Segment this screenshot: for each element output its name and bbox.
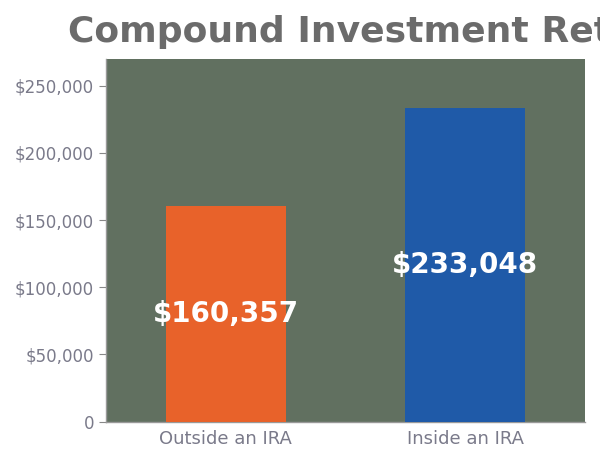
Bar bbox=[166, 206, 286, 422]
Text: Compound Investment Returns: Compound Investment Returns bbox=[68, 15, 600, 49]
Bar bbox=[406, 108, 525, 422]
Text: $160,357: $160,357 bbox=[152, 300, 299, 328]
Text: $233,048: $233,048 bbox=[392, 251, 538, 279]
